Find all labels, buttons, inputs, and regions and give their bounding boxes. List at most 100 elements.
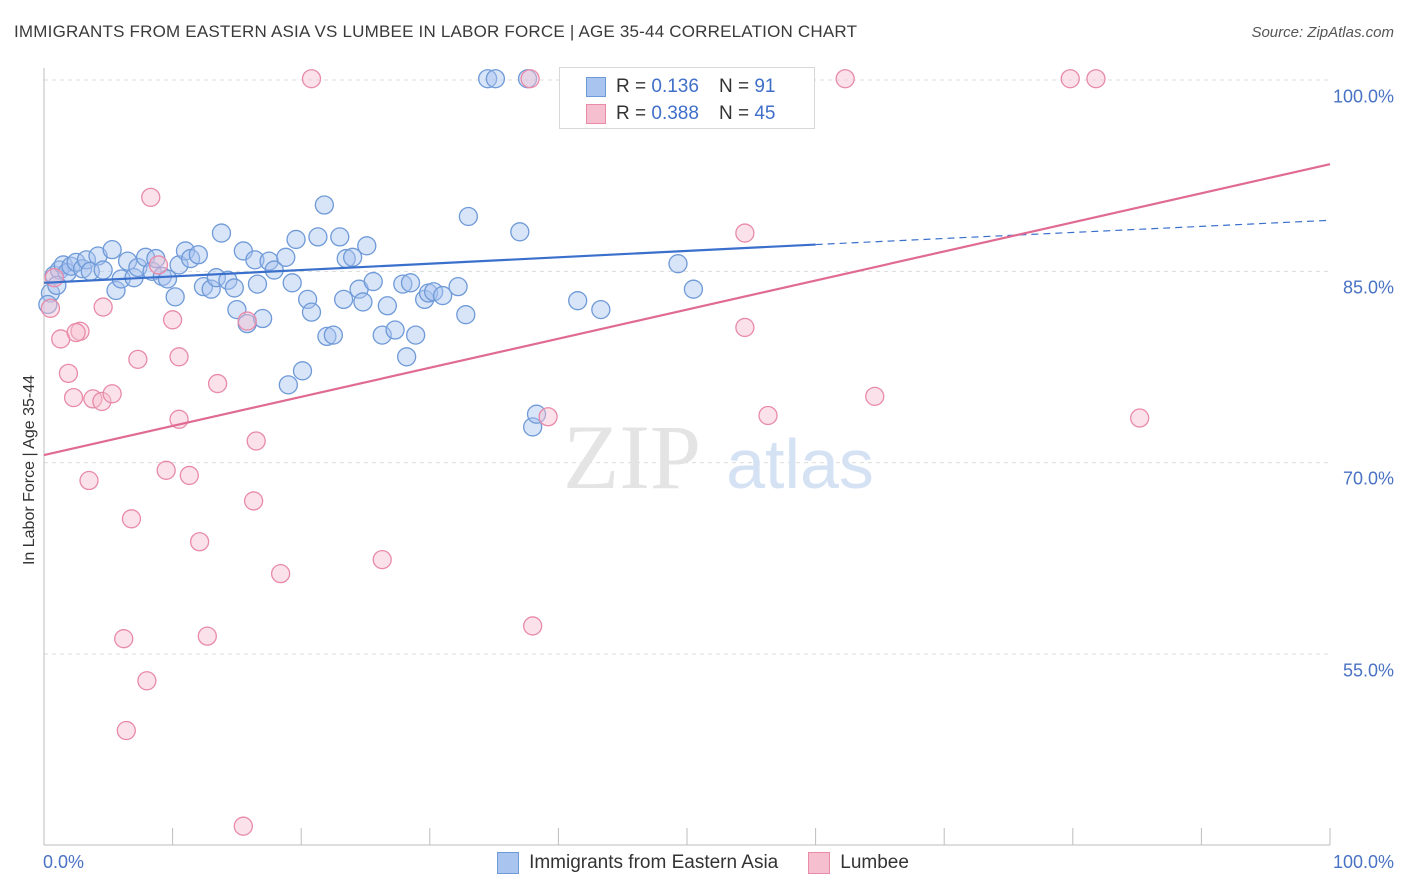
- point-eastern-asia: [314, 195, 334, 215]
- point-lumbee: [835, 69, 855, 89]
- point-lumbee: [1086, 69, 1106, 89]
- stats-swatch-eastern-asia: [586, 77, 606, 97]
- point-lumbee: [92, 391, 112, 412]
- point-eastern-asia: [211, 223, 232, 243]
- stats-box: R = 0.136 N = 91 R = 0.388 N = 45: [559, 67, 815, 129]
- stats-swatch-lumbee: [586, 104, 606, 124]
- point-eastern-asia: [317, 326, 337, 347]
- legend-swatch-lumbee: [808, 852, 831, 874]
- stats-row-eastern-asia: R = 0.136 N = 91: [560, 73, 775, 101]
- point-eastern-asia: [278, 375, 298, 395]
- point-eastern-asia: [165, 287, 185, 307]
- point-eastern-asia: [201, 279, 221, 299]
- point-eastern-asia: [377, 296, 398, 316]
- point-eastern-asia: [40, 283, 61, 303]
- point-lumbee: [735, 317, 755, 338]
- point-lumbee: [1130, 408, 1150, 428]
- point-eastern-asia: [485, 69, 506, 89]
- point-lumbee: [179, 465, 199, 486]
- r-label: R =: [616, 103, 647, 124]
- point-lumbee: [246, 431, 266, 451]
- trend-line-lumbee: [43, 163, 1331, 457]
- watermark-atlas: atlas: [726, 425, 874, 503]
- n-label: N =: [718, 76, 750, 97]
- point-lumbee: [93, 297, 113, 317]
- point-eastern-asia: [117, 251, 138, 271]
- point-lumbee: [79, 470, 99, 491]
- legend-swatch-eastern-asia: [497, 852, 520, 874]
- point-lumbee: [141, 187, 161, 208]
- trend-lines: [43, 163, 1331, 457]
- point-eastern-asia: [323, 325, 344, 345]
- chart-title: IMMIGRANTS FROM EASTERN ASIA VS LUMBEE I…: [14, 22, 858, 41]
- point-eastern-asia: [510, 222, 530, 242]
- trend-line-eastern-asia-extension: [815, 219, 1331, 246]
- point-lumbee: [189, 532, 210, 552]
- point-eastern-asia: [106, 280, 126, 301]
- point-eastern-asia: [448, 276, 468, 297]
- point-lumbee: [40, 298, 61, 318]
- point-eastern-asia: [526, 404, 547, 424]
- point-eastern-asia: [330, 227, 350, 247]
- point-lumbee: [162, 310, 183, 330]
- point-lumbee: [735, 223, 755, 243]
- point-eastern-asia: [385, 320, 405, 340]
- point-eastern-asia: [245, 250, 265, 270]
- point-eastern-asia: [406, 325, 426, 345]
- point-eastern-asia: [458, 206, 479, 227]
- legend-item-eastern-asia[interactable]: Immigrants from Eastern Asia: [497, 852, 778, 874]
- point-lumbee: [66, 322, 86, 343]
- point-eastern-asia: [333, 289, 354, 310]
- point-eastern-asia: [297, 289, 318, 310]
- point-eastern-asia: [102, 239, 122, 260]
- point-lumbee: [156, 460, 176, 480]
- point-lumbee: [121, 509, 142, 529]
- point-lumbee: [237, 311, 257, 331]
- point-eastern-asia: [252, 308, 273, 329]
- point-eastern-asia: [456, 305, 476, 325]
- point-eastern-asia: [224, 278, 244, 298]
- point-eastern-asia: [478, 69, 498, 89]
- point-eastern-asia: [393, 274, 413, 294]
- point-lumbee: [243, 491, 264, 511]
- stats-row-lumbee: R = 0.388 N = 45: [560, 100, 775, 128]
- point-eastern-asia: [353, 292, 373, 312]
- point-eastern-asia: [218, 270, 238, 290]
- point-eastern-asia: [76, 250, 97, 270]
- point-eastern-asia: [523, 417, 543, 437]
- legend-label: Immigrants from Eastern Asia: [529, 852, 779, 873]
- legend-item-lumbee[interactable]: Lumbee: [808, 852, 909, 874]
- point-eastern-asia: [301, 302, 322, 322]
- point-lumbee: [128, 349, 148, 369]
- point-lumbee: [102, 384, 122, 404]
- point-eastern-asia: [683, 279, 704, 299]
- point-eastern-asia: [169, 255, 189, 275]
- point-lumbee: [372, 549, 392, 570]
- point-eastern-asia: [157, 269, 178, 289]
- point-lumbee: [63, 387, 84, 408]
- point-lumbee: [114, 629, 134, 649]
- legend: Immigrants from Eastern Asia Lumbee: [0, 852, 1406, 874]
- point-lumbee: [865, 386, 885, 406]
- point-lumbee: [116, 720, 136, 741]
- y-tick-label: 100.0%: [1332, 86, 1394, 107]
- axes: [43, 68, 1331, 846]
- point-eastern-asia: [568, 291, 588, 311]
- r-label: R =: [616, 76, 647, 97]
- y-axis-label: In Labor Force | Age 35-44: [21, 374, 38, 566]
- point-lumbee: [523, 616, 543, 636]
- point-lumbee: [207, 373, 228, 394]
- y-tick-label: 55.0%: [1342, 660, 1394, 681]
- watermark: ZIP atlas: [563, 406, 874, 508]
- point-eastern-asia: [247, 274, 268, 294]
- source-label: Source: ZipAtlas.com: [1251, 24, 1394, 41]
- n-label: N =: [718, 103, 750, 124]
- point-eastern-asia: [188, 245, 208, 265]
- grid-lines: [44, 79, 1330, 655]
- point-lumbee: [137, 671, 157, 691]
- point-lumbee: [197, 626, 217, 646]
- point-lumbee: [1060, 69, 1080, 89]
- point-eastern-asia: [357, 236, 377, 256]
- point-lumbee: [758, 405, 778, 426]
